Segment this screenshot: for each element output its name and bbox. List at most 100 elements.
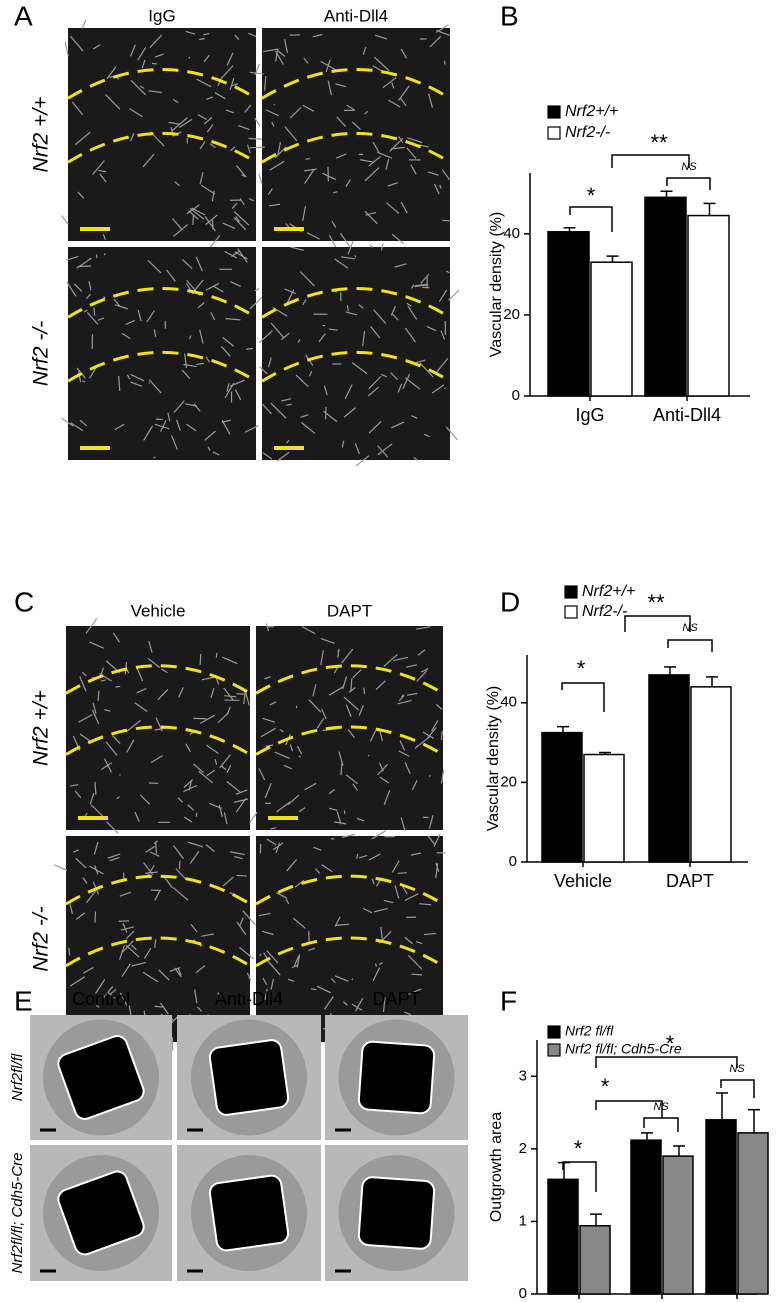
micrograph xyxy=(66,626,250,830)
legend-swatch xyxy=(547,1025,561,1039)
legend-label: Nrf2 fl/fl xyxy=(565,1023,614,1039)
significance-label: * xyxy=(587,183,596,208)
significance-bracket xyxy=(667,639,713,652)
bar xyxy=(737,1132,769,1295)
y-axis-title: Vascular density (%) xyxy=(488,212,505,358)
bar xyxy=(547,1178,579,1295)
micrograph xyxy=(262,28,450,241)
bar xyxy=(579,1225,611,1295)
column-label: Control xyxy=(72,989,130,1009)
significance-label: ** xyxy=(650,130,668,155)
zone-boundary xyxy=(65,874,251,906)
row-label: Nrf2 -/- xyxy=(30,906,53,971)
legend-swatch xyxy=(547,105,561,119)
bar xyxy=(541,731,583,863)
vessel-texture xyxy=(258,241,460,467)
legend-label: Nrf2-/- xyxy=(565,124,610,141)
bar xyxy=(547,231,590,397)
zone-boundary xyxy=(255,725,444,756)
zone-boundary xyxy=(67,287,257,319)
legend-swatch xyxy=(547,1043,561,1057)
column-label: Anti-Dll4 xyxy=(215,989,283,1009)
y-tick-label: 1 xyxy=(519,1212,527,1229)
significance-bracket xyxy=(643,1117,679,1132)
y-tick-label: 2 xyxy=(519,1140,527,1157)
x-tick-label: IgG xyxy=(575,405,604,425)
significance-label: * xyxy=(577,656,586,681)
y-tick-label: 0 xyxy=(519,1285,527,1302)
column-label: DAPT xyxy=(372,989,420,1009)
panel-label: C xyxy=(14,586,34,617)
zone-boundary xyxy=(65,936,251,968)
x-tick-label: Anti-Dll4 xyxy=(653,405,721,425)
x-tick-label: Vehicle xyxy=(554,871,612,891)
column-label: DAPT xyxy=(327,601,372,620)
bar xyxy=(690,686,732,863)
significance-label: * xyxy=(601,1074,610,1099)
bead xyxy=(357,1176,436,1250)
micrograph xyxy=(256,836,443,1042)
legend-label: Nrf2-/- xyxy=(582,603,627,620)
bar xyxy=(630,1139,662,1295)
vessel-texture xyxy=(70,618,250,834)
row-label: Nrf2 +/+ xyxy=(30,97,53,173)
row-label: Nrf2 +/+ xyxy=(30,690,53,766)
bead xyxy=(208,1039,290,1116)
panel-label: E xyxy=(14,985,33,1016)
column-label: Vehicle xyxy=(131,601,186,620)
zone-boundary xyxy=(255,874,444,906)
bar xyxy=(590,261,633,397)
y-tick-label: 20 xyxy=(500,773,517,790)
zone-boundary xyxy=(65,664,251,695)
bead xyxy=(208,1174,290,1252)
significance-label: * xyxy=(666,1031,675,1056)
row-label: Nrf2fl/fl xyxy=(9,1053,26,1101)
row-label: Nrf2fl/fl; Cdh5-Cre xyxy=(9,1153,26,1274)
panel-label: B xyxy=(500,0,519,31)
y-axis-title: Vascular density (%) xyxy=(485,686,502,832)
significance-label: ** xyxy=(647,590,665,615)
significance-label: NS xyxy=(729,1063,745,1075)
zone-boundary xyxy=(65,725,251,756)
significance-bracket xyxy=(561,682,605,712)
panel-label: A xyxy=(14,0,33,31)
significance-bracket xyxy=(595,1100,663,1118)
y-axis-title: Outgrowth area xyxy=(488,1112,505,1222)
micrograph xyxy=(68,28,256,241)
significance-bracket xyxy=(569,206,613,232)
zone-boundary xyxy=(261,68,451,100)
x-tick-label: DAPT xyxy=(666,871,714,891)
zone-boundary xyxy=(261,287,451,319)
zone-boundary xyxy=(261,132,451,164)
zone-boundary xyxy=(67,132,257,164)
legend-swatch xyxy=(564,605,578,619)
bar xyxy=(687,214,730,397)
zone-boundary xyxy=(261,351,451,383)
significance-bracket xyxy=(611,154,690,168)
bar xyxy=(583,753,625,863)
y-tick-label: 40 xyxy=(500,694,517,711)
legend-swatch xyxy=(564,585,578,599)
bar xyxy=(648,674,690,863)
micrograph xyxy=(262,247,450,460)
micrograph xyxy=(66,836,250,1042)
significance-bracket xyxy=(624,615,691,632)
y-tick-label: 20 xyxy=(503,306,520,323)
significance-bracket xyxy=(595,1056,738,1068)
legend-swatch xyxy=(547,126,561,140)
row-label: Nrf2 -/- xyxy=(30,321,53,386)
bead xyxy=(57,1035,145,1120)
significance-bracket xyxy=(562,1161,597,1192)
y-tick-label: 3 xyxy=(519,1067,527,1084)
panel-label: D xyxy=(500,586,520,617)
zone-boundary xyxy=(255,664,444,695)
bar xyxy=(705,1119,737,1295)
vessel-texture xyxy=(61,248,266,459)
micrograph xyxy=(256,626,443,830)
y-tick-label: 40 xyxy=(503,225,520,242)
zone-boundary xyxy=(67,68,257,100)
legend-label: Nrf2 fl/fl; Cdh5-Cre xyxy=(565,1041,682,1057)
column-label: Anti-Dll4 xyxy=(324,6,388,25)
